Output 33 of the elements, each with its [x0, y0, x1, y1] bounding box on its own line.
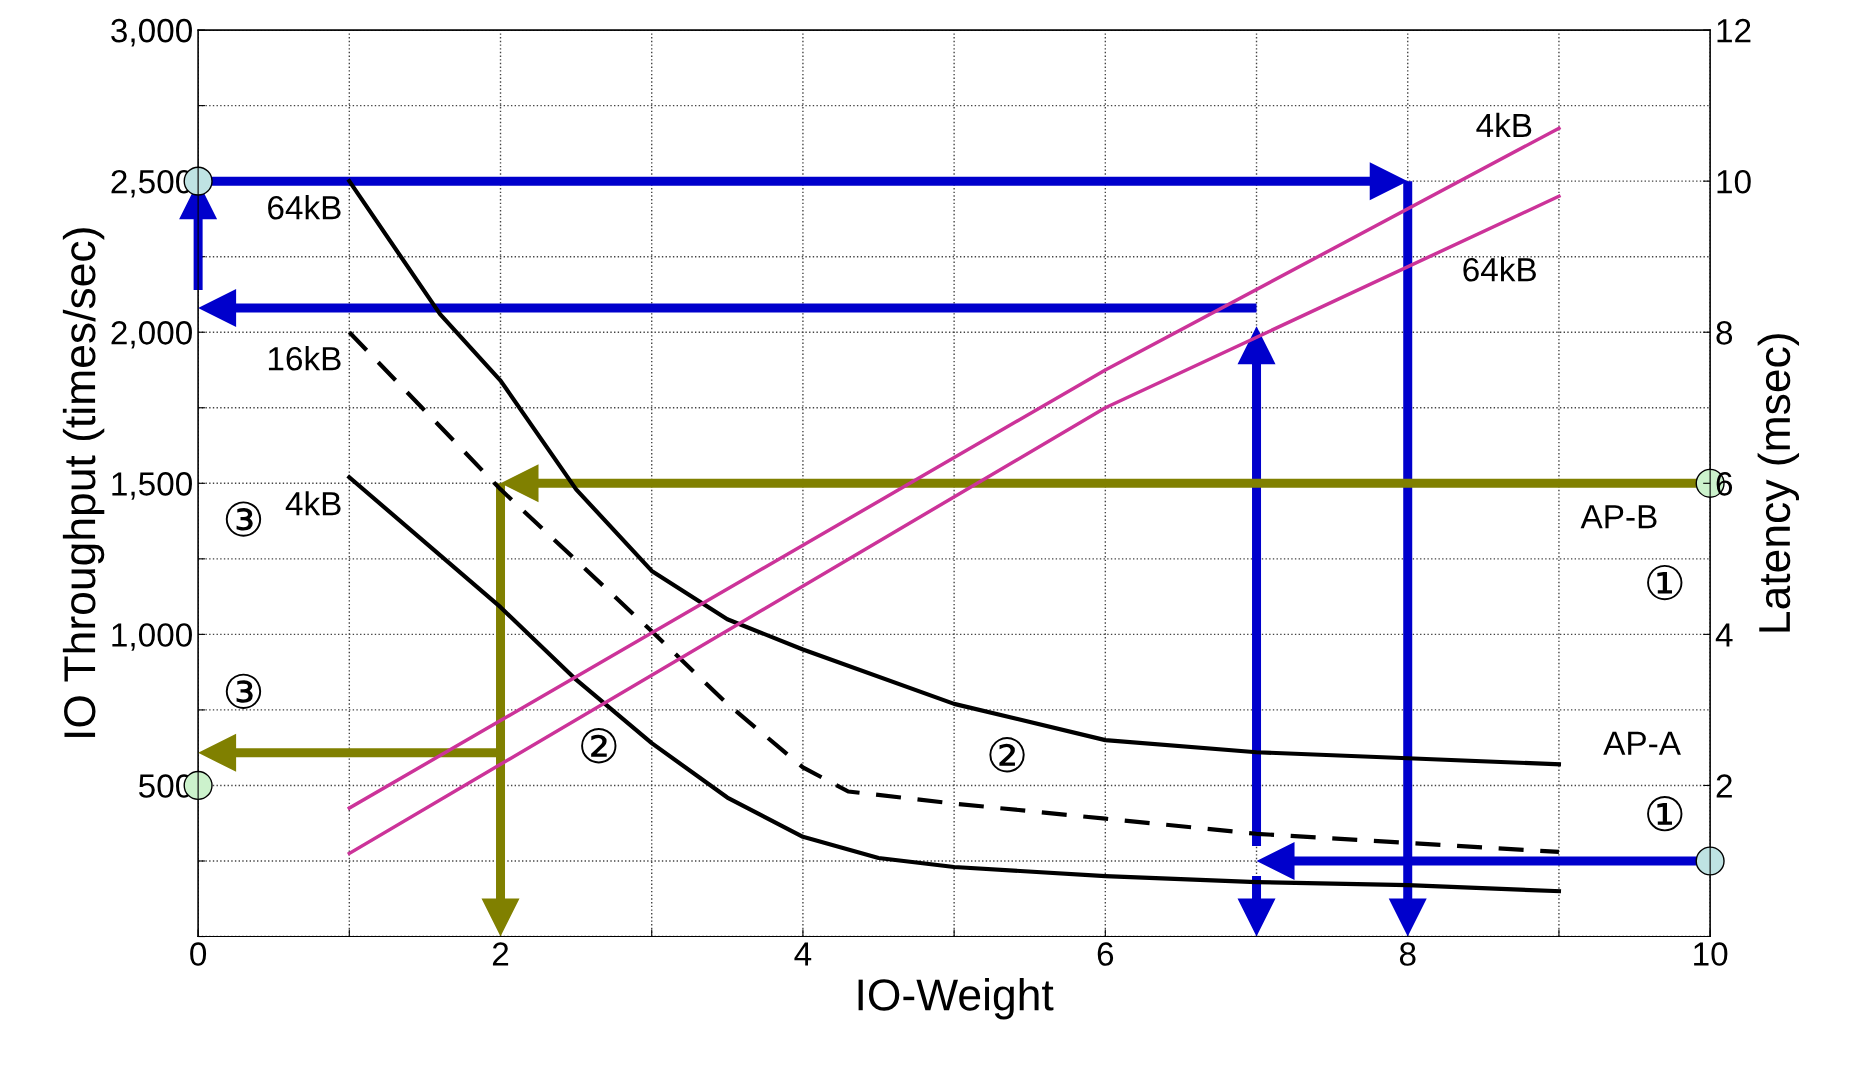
x-tick-label: 8: [1399, 942, 1416, 966]
y-tick-label: 1,500: [112, 472, 192, 500]
series-label: 16kB: [268, 346, 341, 371]
annotation: ①: [1647, 796, 1683, 832]
x-tick-label: 0: [190, 942, 207, 966]
line-series: [347, 475, 1562, 894]
annotation: ③: [225, 501, 262, 537]
x-axis-title: IO-Weight: [858, 978, 1054, 1020]
y2-tick-label: 8: [1716, 321, 1733, 345]
x-tick-label: 10: [1694, 942, 1728, 966]
y-tick-label: 1,000: [112, 623, 192, 651]
y-axis-title: IO Throughput (times/sec): [62, 228, 105, 737]
annotation: ②: [581, 728, 617, 764]
x-tick-label: 2: [492, 942, 509, 966]
y2-tick-label: 12: [1717, 18, 1751, 43]
y2-axis-title: Latency (msec): [1757, 334, 1800, 632]
series-label: 4kB: [285, 491, 341, 516]
y2-tick-label: 4: [1715, 623, 1733, 647]
series-label: 64kB: [1463, 257, 1536, 282]
annotation: ①: [1647, 564, 1683, 601]
y2-tick-label: 2: [1716, 774, 1732, 798]
series-label: 64kB: [268, 195, 341, 220]
annotation: AP-B: [1580, 505, 1657, 529]
annotation: AP-A: [1603, 731, 1681, 755]
annotation: ③: [225, 673, 262, 709]
y2-tick-label: 10: [1717, 169, 1751, 194]
line-series: [347, 330, 1562, 855]
y-tick-label: 2,000: [111, 321, 192, 349]
x-tick-label: 4: [794, 942, 812, 966]
series-label: 4kB: [1476, 112, 1532, 137]
annotation: ②: [989, 737, 1025, 773]
y-tick-label: 3,000: [111, 18, 192, 47]
x-tick-label: 6: [1097, 942, 1114, 966]
